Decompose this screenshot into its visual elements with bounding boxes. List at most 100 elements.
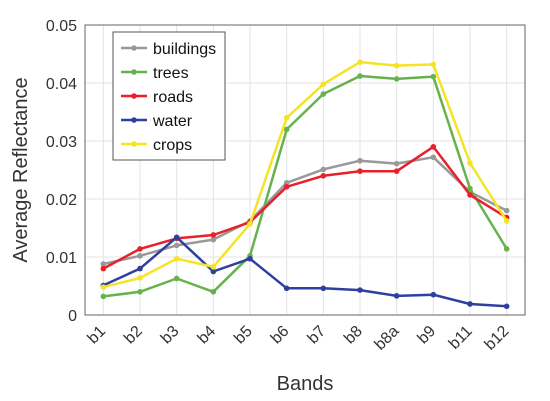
data-point (173, 275, 180, 282)
data-point (467, 185, 473, 192)
legend-marker (131, 117, 137, 123)
data-point (357, 157, 363, 164)
data-point (357, 168, 363, 174)
data-point (467, 192, 473, 198)
data-point (100, 293, 107, 300)
data-point (320, 166, 327, 173)
data-point (137, 265, 143, 272)
legend-marker (131, 141, 137, 147)
x-tick-label: b4 (195, 323, 220, 348)
x-tick-label: b12 (482, 323, 513, 354)
data-point (283, 285, 290, 292)
x-tick-label: b6 (268, 323, 293, 348)
legend-item: roads (121, 89, 193, 106)
legend: buildings trees roads water crops (112, 31, 226, 161)
y-tick-label: 0 (68, 308, 77, 325)
series-line (103, 155, 508, 266)
data-point (320, 173, 327, 179)
data-point (393, 168, 400, 174)
data-point (357, 73, 363, 79)
data-point (357, 287, 363, 293)
legend-label: trees (153, 65, 189, 82)
y-tick-label: 0.02 (46, 192, 77, 209)
data-point (137, 275, 143, 281)
data-point (357, 59, 363, 65)
data-point (430, 144, 437, 150)
data-point (320, 285, 327, 292)
data-point (100, 284, 107, 290)
legend-item: crops (121, 137, 192, 154)
data-point (137, 253, 143, 259)
legend-label: crops (153, 137, 192, 154)
plot-frame (84, 24, 526, 316)
series-trees (100, 73, 510, 300)
x-tick-label: b3 (158, 323, 183, 348)
data-point (137, 289, 143, 295)
y-axis-ticks: 0 0.01 0.02 0.03 0.04 0.05 (46, 18, 77, 325)
data-point (173, 242, 180, 249)
x-axis-title: Bands (277, 373, 334, 395)
data-point (503, 218, 510, 224)
data-point (393, 160, 400, 167)
data-point (173, 255, 180, 262)
data-point (283, 126, 290, 133)
data-point (283, 179, 290, 186)
legend-label: water (152, 113, 193, 130)
data-point (503, 246, 510, 252)
y-tick-label: 0.04 (46, 76, 77, 93)
y-tick-label: 0.01 (46, 250, 77, 267)
legend-marker (131, 69, 137, 75)
data-point (137, 246, 143, 252)
data-point (283, 115, 290, 121)
data-point (210, 268, 217, 275)
data-point (247, 255, 253, 262)
data-point (467, 301, 473, 307)
data-point (430, 291, 437, 298)
x-tick-label: b8 (341, 323, 366, 348)
legend-label: roads (153, 89, 193, 106)
series-crops (100, 59, 510, 290)
x-tick-label: b8a (372, 323, 403, 354)
data-point (210, 289, 217, 295)
data-point (100, 265, 107, 272)
data-point (393, 293, 400, 299)
series-line (102, 145, 508, 270)
legend-marker (131, 45, 137, 51)
data-point (430, 61, 437, 68)
legend-item: water (121, 113, 193, 130)
data-point (210, 264, 217, 270)
series-line (103, 74, 508, 298)
data-point (320, 91, 327, 97)
x-tick-label: b1 (85, 323, 110, 348)
data-point (503, 207, 510, 214)
x-tick-label: b2 (121, 323, 146, 348)
y-tick-label: 0.05 (46, 18, 77, 35)
data-point (393, 62, 400, 69)
data-point (100, 261, 107, 267)
data-point (320, 81, 327, 87)
x-tick-label: b5 (231, 323, 256, 348)
legend-label: buildings (153, 41, 216, 58)
legend-item: buildings (121, 41, 216, 58)
series-layer (100, 59, 510, 310)
series-line (102, 60, 508, 289)
data-point (503, 303, 510, 310)
data-point (430, 73, 437, 80)
x-tick-label: b9 (415, 323, 440, 348)
y-axis-title: Average Reflectance (10, 77, 32, 262)
data-point (393, 76, 400, 82)
data-point (247, 221, 253, 227)
data-point (210, 236, 217, 243)
x-axis-ticks: b1 b2 b3 b4 b5 b6 b7 b8 b8a b9 b11 b12 (85, 323, 513, 354)
data-point (210, 232, 217, 238)
data-point (283, 184, 290, 190)
x-tick-label: b11 (446, 323, 476, 353)
x-tick-label: b7 (305, 323, 330, 348)
data-point (173, 234, 180, 241)
legend-marker (131, 93, 137, 99)
legend-item: trees (121, 65, 189, 82)
series-line (102, 236, 507, 308)
data-point (467, 160, 473, 166)
data-point (430, 154, 437, 161)
